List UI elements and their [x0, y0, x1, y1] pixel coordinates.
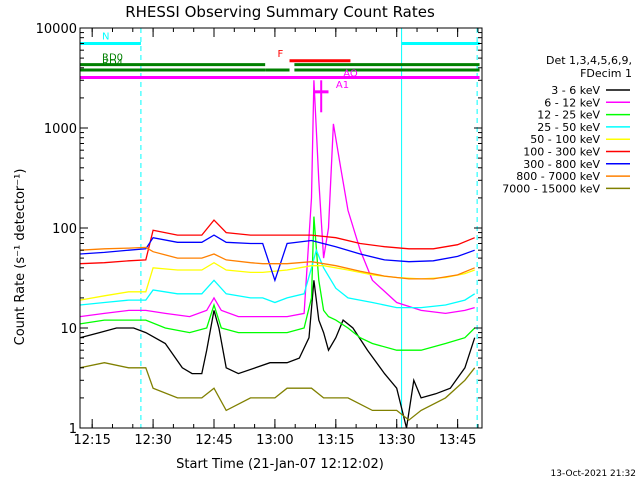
state-bar-label: RD4	[102, 58, 123, 69]
series-line-4	[79, 261, 475, 301]
chart-title: RHESSI Observing Summary Count Rates	[125, 3, 435, 21]
series-line-1	[79, 80, 475, 318]
x-tick-label: 12:15	[73, 433, 110, 448]
legend-label: 300 - 800 keV	[523, 158, 600, 171]
x-tick-label: 13:00	[256, 433, 293, 448]
state-bar-label: AO	[343, 68, 358, 79]
legend-label: 100 - 300 keV	[523, 146, 600, 159]
legend-label: 50 - 100 keV	[530, 133, 600, 146]
x-tick-label: 12:30	[134, 433, 171, 448]
y-tick-label: 10	[60, 322, 77, 337]
state-bar-label: F	[278, 49, 284, 60]
y-tick-label: 1000	[44, 122, 77, 137]
series-line-3	[79, 248, 476, 309]
y-tick-label: 10000	[36, 22, 77, 37]
series-line-6	[79, 234, 475, 283]
legend-header-decimation: FDecim 1	[580, 67, 632, 80]
legend-header-detectors: Det 1,3,4,5,6,9,	[546, 54, 632, 67]
series-line-2	[79, 216, 476, 351]
series-line-7	[79, 246, 475, 280]
legend-label: 25 - 50 keV	[537, 121, 600, 134]
legend-label: 6 - 12 keV	[544, 96, 600, 109]
x-tick-label: 12:45	[195, 433, 232, 448]
x-tick-label: 13:45	[439, 433, 476, 448]
state-bar-label: N	[102, 31, 109, 42]
series-line-0	[79, 280, 476, 429]
x-tick-label: 13:15	[317, 433, 354, 448]
legend-label: 3 - 6 keV	[551, 84, 600, 97]
timestamp: 13-Oct-2021 21:32	[551, 469, 636, 479]
series-line-5	[79, 219, 475, 265]
legend-label: 12 - 25 keV	[537, 109, 600, 122]
y-axis-label: Count Rate (s⁻¹ detector⁻¹)	[13, 169, 28, 346]
y-tick-label: 1	[69, 422, 77, 437]
x-axis-label: Start Time (21-Jan-07 12:12:02)	[176, 457, 384, 472]
x-tick-label: 13:30	[378, 433, 415, 448]
state-bar-label: RD0	[102, 53, 123, 64]
legend-label: 800 - 7000 keV	[516, 170, 600, 183]
state-bar-label: A1	[336, 80, 349, 91]
series-line-8	[79, 362, 476, 421]
legend-label: 7000 - 15000 keV	[502, 182, 600, 195]
y-tick-label: 100	[52, 222, 77, 237]
